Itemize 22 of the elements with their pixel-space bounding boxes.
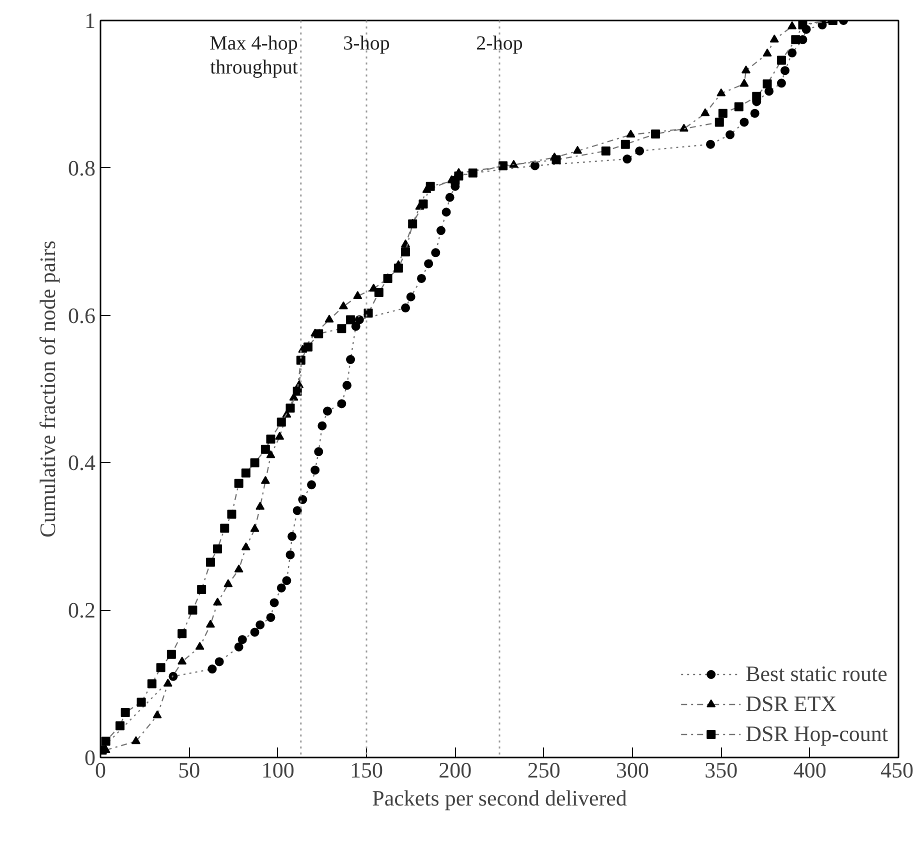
y-axis-title: Cumulative fraction of node pairs [35, 240, 60, 538]
ref-line-label: 2-hop [476, 32, 523, 54]
x-tick-label: 150 [350, 758, 383, 782]
x-tick-label: 400 [793, 758, 826, 782]
x-tick-label: 50 [178, 758, 200, 782]
x-tick-label: 450 [880, 758, 913, 782]
x-tick-label: 250 [527, 758, 560, 782]
x-axis-title: Packets per second delivered [372, 786, 627, 810]
y-tick-label: 1 [84, 8, 96, 33]
y-tick-label: 0.8 [68, 155, 96, 180]
x-tick-label: 300 [616, 758, 649, 782]
legend-label: DSR Hop-count [746, 721, 888, 747]
y-tick-label: 0.2 [68, 598, 96, 623]
ref-line-label: Max 4-hop throughput [210, 32, 298, 78]
x-tick-label: 200 [438, 758, 472, 782]
ref-line-label: 3-hop [343, 32, 390, 54]
y-tick-label: 0.6 [68, 302, 96, 328]
x-tick-label: 100 [261, 758, 294, 782]
legend-label: DSR ETX [746, 691, 837, 717]
x-tick-label: 350 [704, 758, 738, 782]
y-tick-label: 0.4 [68, 450, 96, 476]
legend-label: Best static route [746, 661, 888, 687]
